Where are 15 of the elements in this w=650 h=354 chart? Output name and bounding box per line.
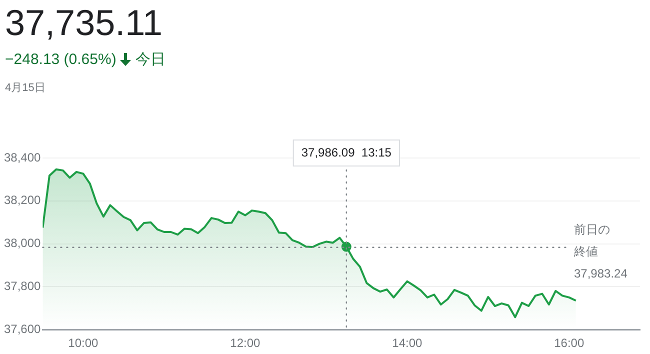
ref-line-label: 前日の終値 37,983.24	[573, 222, 628, 281]
y-tick-label: 38,400	[4, 150, 42, 164]
y-tick-label: 38,000	[4, 236, 42, 250]
x-tick-label: 16:00	[554, 336, 584, 350]
x-tick-label: 14:00	[392, 336, 422, 350]
x-tick-label: 10:00	[68, 336, 99, 350]
x-tick-label: 12:00	[230, 336, 261, 350]
text: 4月15日	[5, 81, 46, 95]
text: 今日	[135, 50, 166, 69]
annotation: 37,986.09 13:15	[301, 145, 392, 160]
chart-subtitle: −248.13 (0.65%)	[5, 51, 116, 68]
y-tick-label: 37,600	[4, 322, 42, 336]
y-tick-label: 37,800	[4, 279, 42, 294]
chart-title: 37,735.11	[5, 2, 162, 44]
y-tick-label: 38,200	[4, 193, 42, 208]
